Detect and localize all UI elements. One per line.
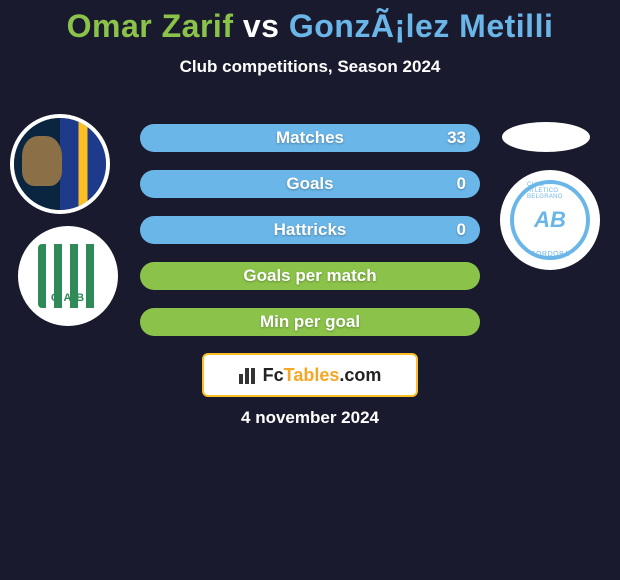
- stat-label: Goals per match: [243, 266, 376, 286]
- comparison-title: Omar Zarif vs GonzÃ¡lez Metilli: [0, 0, 620, 45]
- date-text: 4 november 2024: [241, 408, 379, 428]
- vs-text: vs: [243, 8, 280, 44]
- stat-bar: Matches 33: [140, 124, 480, 152]
- branding-badge: FcTables.com: [202, 353, 418, 397]
- branding-text: FcTables.com: [263, 365, 382, 386]
- stat-label: Goals: [286, 174, 333, 194]
- player2-name: GonzÃ¡lez Metilli: [289, 8, 554, 44]
- stat-value-right: 0: [457, 174, 466, 194]
- bars-icon: [239, 366, 257, 384]
- player1-club-crest: C A B: [18, 226, 118, 326]
- player2-photo: [502, 122, 590, 152]
- stat-label: Min per goal: [260, 312, 360, 332]
- stat-bar: Min per goal: [140, 308, 480, 336]
- player2-club-crest: CLUB ATLETICO BELGRANO AB CORDOBA: [500, 170, 600, 270]
- player1-name: Omar Zarif: [67, 8, 234, 44]
- stat-value-right: 0: [457, 220, 466, 240]
- stat-bar: Goals per match: [140, 262, 480, 290]
- stat-label: Hattricks: [274, 220, 347, 240]
- subtitle: Club competitions, Season 2024: [0, 57, 620, 77]
- stats-bars: Matches 33 Goals 0 Hattricks 0 Goals per…: [140, 124, 480, 354]
- player1-photo: [10, 114, 110, 214]
- stat-bar: Hattricks 0: [140, 216, 480, 244]
- stat-label: Matches: [276, 128, 344, 148]
- stat-value-right: 33: [447, 128, 466, 148]
- stat-bar: Goals 0: [140, 170, 480, 198]
